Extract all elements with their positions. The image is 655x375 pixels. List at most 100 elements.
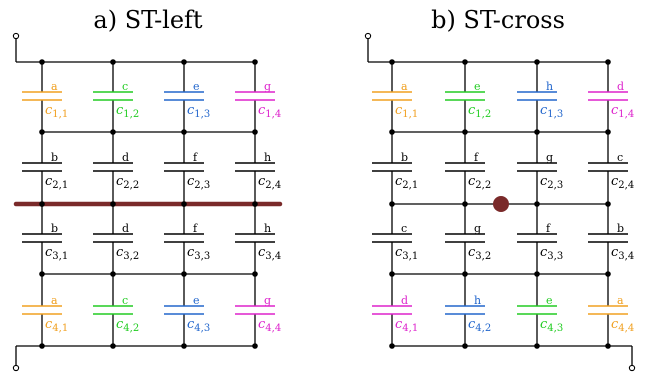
node-dot (462, 201, 468, 207)
capacitor-letter: h (264, 222, 271, 235)
capacitor-name: c4,4 (258, 317, 281, 334)
node-dot (39, 129, 45, 135)
capacitor-name: c1,3 (540, 103, 563, 120)
capacitor-letter: b (51, 222, 58, 235)
panel-left-title: a) ST-left (93, 6, 203, 34)
capacitor-letter: h (264, 151, 271, 164)
node-dot (39, 343, 45, 349)
panel-cross: b) ST-cross a c1,1 e c1,2 h c1,3 d c1,4 b c2,1 f c2… (364, 6, 636, 372)
capacitor-name: c4,3 (540, 317, 563, 334)
capacitor-name: c3,3 (540, 245, 563, 262)
capacitor-name: c4,3 (187, 317, 210, 334)
node-dot (110, 201, 116, 207)
capacitor-grid-cross: a c1,1 e c1,2 h c1,3 d c1,4 b c2,1 f c2,2 g c2,3 c c2,4… (364, 32, 636, 372)
capacitor-letter: d (122, 222, 129, 235)
node-dot (39, 59, 45, 65)
node-dot (389, 343, 395, 349)
capacitor-letter: b (401, 151, 408, 164)
capacitor-name: c2,3 (540, 174, 563, 191)
node-dot (605, 129, 611, 135)
node-dot (39, 271, 45, 277)
node-dot (534, 343, 540, 349)
panel-left: a) ST-left a c1,1 c c1,2 e c1,3 g c1,4 b c2,1 d c2,… (12, 6, 283, 372)
capacitor-name: c3,3 (187, 245, 210, 262)
capacitor-name: c1,2 (116, 103, 139, 120)
node-dot (39, 201, 45, 207)
capacitor-letter: g (264, 294, 271, 307)
panel-cross-title: b) ST-cross (431, 6, 565, 34)
capacitor-letter: c (122, 294, 128, 307)
capacitor-letter: b (617, 222, 624, 235)
capacitor-name: c4,1 (395, 317, 418, 334)
terminal-top (12, 32, 20, 40)
node-dot (252, 129, 258, 135)
node-dot (534, 201, 540, 207)
node-dot (181, 343, 187, 349)
node-dot (181, 271, 187, 277)
node-dot (605, 59, 611, 65)
capacitor-letter: e (193, 80, 200, 93)
capacitor-name: c1,4 (611, 103, 634, 120)
capacitor-letter: c (401, 222, 407, 235)
node-dot (110, 271, 116, 277)
capacitor-letter: e (193, 294, 200, 307)
node-dot (181, 201, 187, 207)
node-dot (389, 129, 395, 135)
capacitor-letter: g (474, 222, 481, 235)
node-dot (462, 271, 468, 277)
capacitor-letter: e (546, 294, 553, 307)
capacitor-letter: a (51, 80, 58, 93)
capacitor-grid-left: a c1,1 c c1,2 e c1,3 g c1,4 b c2,1 d c2,2 f c2,3 h c2,4… (12, 32, 283, 372)
capacitor-name: c3,2 (116, 245, 139, 262)
capacitor-letter: c (122, 80, 128, 93)
capacitor-name: c2,2 (116, 174, 139, 191)
node-dot (389, 201, 395, 207)
node-dot (389, 271, 395, 277)
capacitor-letter: f (546, 222, 551, 235)
capacitor-name: c1,1 (395, 103, 418, 120)
capacitor-letter: c (617, 151, 623, 164)
capacitor-letter: a (617, 294, 624, 307)
node-dot (534, 59, 540, 65)
node-dot (252, 343, 258, 349)
terminal-bottom (628, 364, 636, 372)
capacitor-letter: a (401, 80, 408, 93)
capacitor-letter: h (474, 294, 481, 307)
capacitor-name: c4,1 (45, 317, 68, 334)
capacitor-name: c4,2 (468, 317, 491, 334)
capacitor-name: c4,2 (116, 317, 139, 334)
capacitor-name: c2,4 (258, 174, 281, 191)
capacitor-name: c3,2 (468, 245, 491, 262)
capacitor-name: c1,2 (468, 103, 491, 120)
node-dot (110, 129, 116, 135)
capacitor-letter: d (122, 151, 129, 164)
node-dot (605, 271, 611, 277)
capacitor-letter: f (193, 222, 198, 235)
cut-dot (493, 196, 509, 212)
capacitor-letter: b (51, 151, 58, 164)
capacitor-name: c3,4 (258, 245, 281, 262)
capacitor-name: c3,1 (395, 245, 418, 262)
capacitor-letter: e (474, 80, 481, 93)
node-dot (462, 343, 468, 349)
node-dot (534, 271, 540, 277)
capacitor-letter: g (546, 151, 553, 164)
capacitor-letter: d (617, 80, 624, 93)
node-dot (462, 59, 468, 65)
node-dot (181, 59, 187, 65)
node-dot (534, 129, 540, 135)
node-dot (605, 343, 611, 349)
node-dot (110, 343, 116, 349)
capacitor-name: c2,1 (395, 174, 418, 191)
terminal-bottom (12, 364, 20, 372)
node-dot (389, 59, 395, 65)
capacitor-name: c3,4 (611, 245, 634, 262)
capacitor-name: c1,4 (258, 103, 281, 120)
capacitor-letter: f (474, 151, 479, 164)
terminal-top (364, 32, 372, 40)
capacitor-name: c1,3 (187, 103, 210, 120)
capacitor-name: c1,1 (45, 103, 68, 120)
capacitor-letter: g (264, 80, 271, 93)
capacitor-letter: a (51, 294, 58, 307)
